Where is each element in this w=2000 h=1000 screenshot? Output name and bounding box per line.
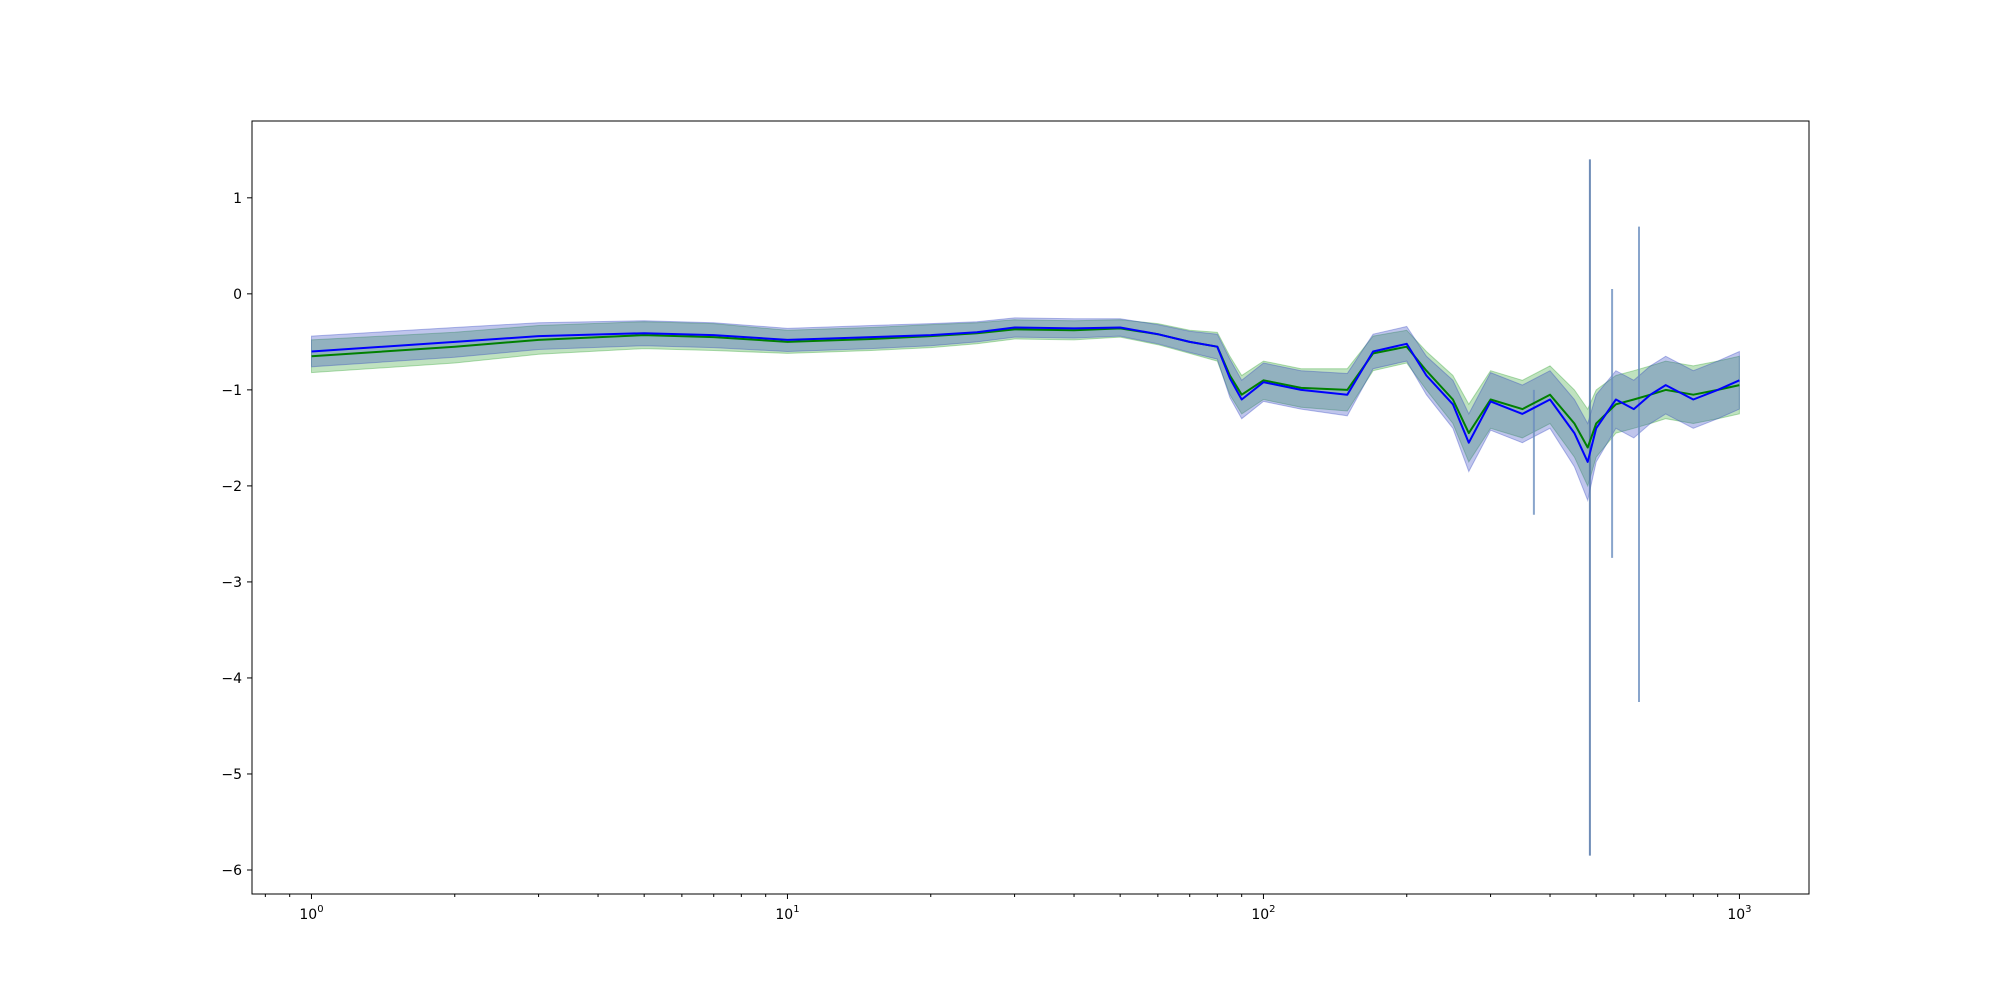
- x-tick-label-exp: 0: [317, 904, 323, 915]
- x-tick-label-exp: 1: [793, 904, 799, 915]
- x-tick-label-base: 10: [775, 907, 793, 923]
- y-axis: 1 0 −1 −2 −3 −4 −5 −6: [221, 191, 252, 879]
- spikes: [1532, 159, 1640, 856]
- x-tick-label-2: 102: [1251, 904, 1275, 923]
- confidence-bands: [311, 317, 1740, 503]
- y-tick-label-1: 0: [233, 287, 242, 303]
- x-tick-label-base: 10: [299, 907, 317, 923]
- y-tick-label-3: −2: [221, 479, 242, 495]
- y-tick-label-0: 1: [233, 191, 242, 207]
- y-tick-label-6: −5: [221, 767, 242, 783]
- x-tick-label-base: 10: [1251, 907, 1269, 923]
- plot-frame: [251, 120, 1810, 895]
- x-tick-label-3: 103: [1727, 904, 1751, 923]
- series-lines: [311, 326, 1740, 463]
- y-tick-label-2: −1: [221, 383, 242, 399]
- series-1-band: [311, 317, 1740, 503]
- x-tick-label-0: 100: [299, 904, 323, 923]
- x-tick-label-exp: 2: [1269, 904, 1275, 915]
- x-axis: 100 101 102 103: [264, 894, 1752, 923]
- x-tick-label-exp: 3: [1745, 904, 1751, 915]
- x-tick-label-base: 10: [1727, 907, 1745, 923]
- series-0-band: [311, 319, 1740, 488]
- series-0-line: [311, 327, 1740, 449]
- x-tick-label-1: 101: [775, 904, 799, 923]
- y-tick-label-7: −6: [221, 863, 242, 879]
- series-1-line: [311, 326, 1740, 463]
- y-tick-label-5: −4: [221, 671, 242, 687]
- y-tick-label-4: −3: [221, 575, 242, 591]
